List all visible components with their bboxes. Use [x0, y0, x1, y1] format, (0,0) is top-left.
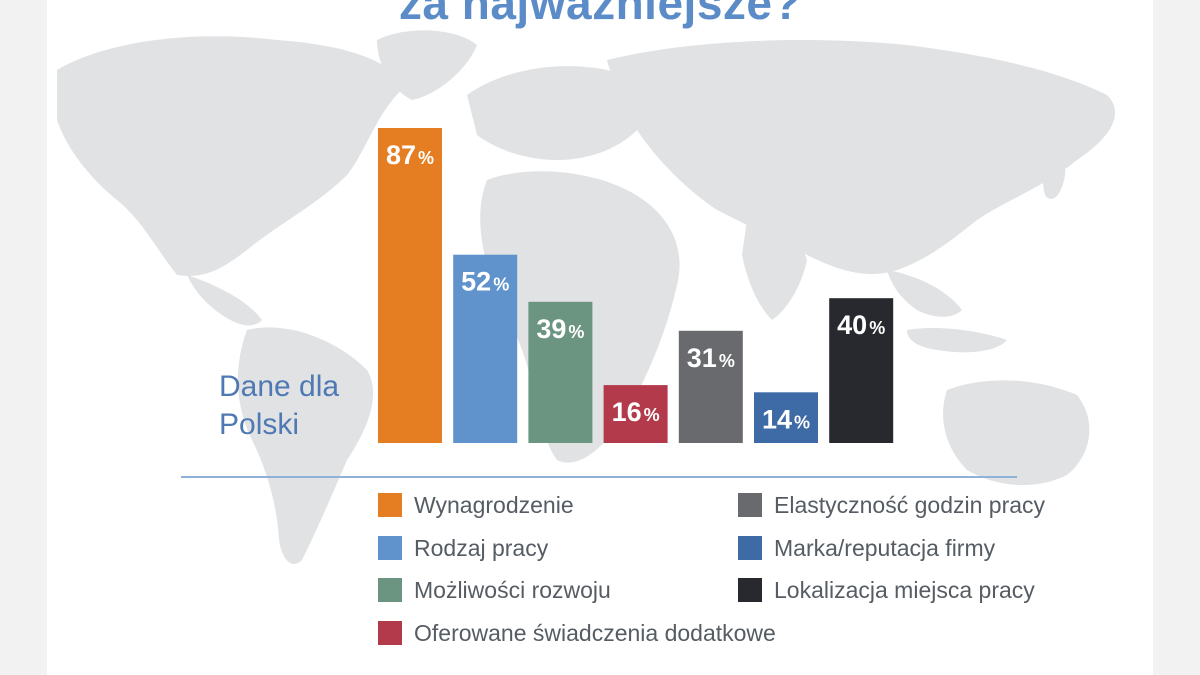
- legend-label: Rodzaj pracy: [414, 534, 549, 561]
- bar: [528, 301, 593, 443]
- divider-line: [181, 476, 1017, 478]
- legend-label: Elastyczność godzin pracy: [774, 491, 1046, 518]
- legend-label: Możliwości rozwoju: [414, 576, 611, 603]
- region-label-line-1: Dane dla: [219, 370, 340, 403]
- legend-swatch: [738, 578, 762, 602]
- legend-label: Wynagrodzenie: [414, 491, 574, 518]
- bar-value-percent: %: [418, 148, 434, 168]
- region-label-line-2: Polski: [219, 408, 300, 441]
- bar-value-number: 87: [386, 140, 416, 170]
- bar-value-number: 52: [461, 267, 491, 297]
- legend-label: Oferowane świadczenia dodatkowe: [414, 619, 776, 646]
- bar: [453, 254, 518, 443]
- bar-value-number: 14: [762, 404, 792, 434]
- legend-item: Możliwości rozwoju: [378, 577, 611, 603]
- legend-swatch: [378, 493, 402, 517]
- bar-value-label: 40%: [837, 310, 885, 340]
- bar: [603, 385, 668, 443]
- legend-item: Lokalizacja miejsca pracy: [738, 577, 1035, 603]
- bar: [754, 392, 818, 443]
- legend-swatch: [738, 536, 762, 560]
- bar-value-percent: %: [644, 405, 660, 425]
- bar-value-number: 16: [612, 397, 642, 427]
- bar-value-label: 39%: [536, 314, 584, 344]
- legend-item: Rodzaj pracy: [378, 535, 548, 561]
- bar-value-percent: %: [568, 322, 584, 342]
- content-panel: [47, 0, 1153, 675]
- bar-value-label: 14%: [762, 404, 810, 434]
- legend-swatch: [378, 578, 402, 602]
- bar-value-label: 31%: [687, 343, 735, 373]
- legend-item: Wynagrodzenie: [378, 492, 574, 518]
- world-map-background: [57, 30, 1116, 564]
- legend-swatch: [378, 621, 402, 645]
- bar-value-label: 87%: [386, 140, 434, 170]
- bar-value-percent: %: [869, 318, 885, 338]
- bar-value-percent: %: [493, 275, 509, 295]
- region-label: Dane dla Polski: [219, 368, 339, 444]
- bar-value-number: 39: [536, 314, 566, 344]
- page-title: za najważniejsze?: [398, 0, 802, 29]
- bar-value-percent: %: [794, 412, 810, 432]
- legend-swatch: [378, 536, 402, 560]
- legend-label: Lokalizacja miejsca pracy: [774, 576, 1035, 603]
- bar-value-percent: %: [719, 351, 735, 371]
- legend-item: Marka/reputacja firmy: [738, 535, 995, 561]
- bar: [678, 330, 743, 443]
- legend-swatch: [738, 493, 762, 517]
- bar-value-number: 31: [687, 343, 717, 373]
- bar: [378, 128, 442, 443]
- bar-value-label: 52%: [461, 267, 509, 297]
- legend-item: Oferowane świadczenia dodatkowe: [378, 620, 776, 646]
- legend-label: Marka/reputacja firmy: [774, 534, 996, 561]
- bar: [829, 298, 894, 443]
- bar-value-label: 16%: [612, 397, 660, 427]
- legend-item: Elastyczność godzin pracy: [738, 492, 1045, 518]
- bar-value-number: 40: [837, 310, 867, 340]
